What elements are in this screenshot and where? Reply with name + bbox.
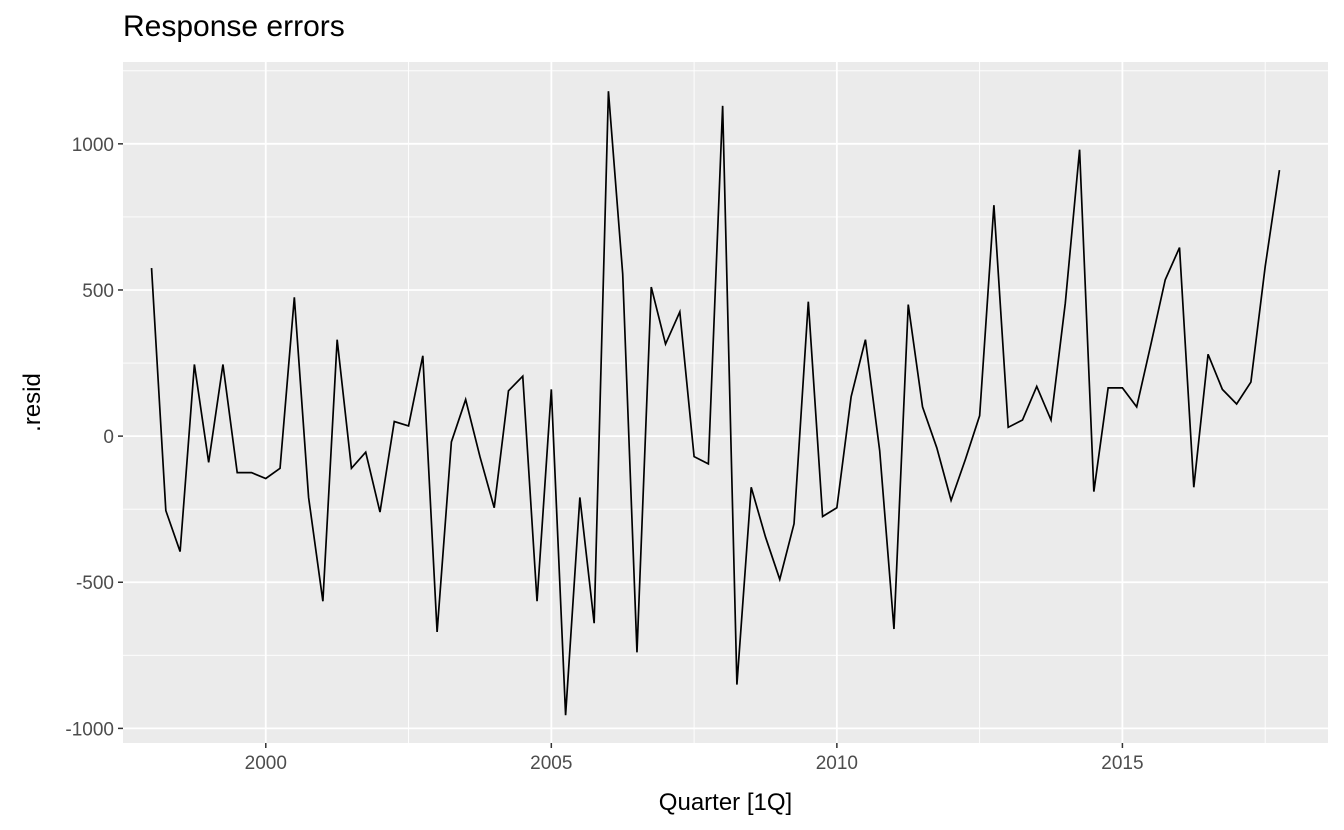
- x-axis-title: Quarter [1Q]: [659, 789, 792, 816]
- x-tick-label: 2010: [816, 753, 858, 774]
- minor-gridlines: [123, 62, 1328, 743]
- y-tick-label: 1000: [72, 135, 114, 156]
- chart-title: Response errors: [123, 10, 345, 43]
- y-axis: -1000 -500 0 500 1000: [65, 135, 123, 740]
- y-tick-label: -1000: [65, 719, 114, 740]
- x-axis: 2000 2005 2010 2015: [245, 743, 1144, 774]
- y-tick-label: 0: [103, 427, 114, 448]
- x-tick-label: 2005: [530, 753, 572, 774]
- y-axis-title: .resid: [19, 373, 46, 432]
- plot-panel: [123, 62, 1328, 743]
- y-tick-label: -500: [76, 573, 114, 594]
- series-line: [150, 91, 1281, 716]
- y-tick-label: 500: [82, 281, 114, 302]
- x-tick-label: 2015: [1101, 753, 1143, 774]
- x-tick-label: 2000: [245, 753, 287, 774]
